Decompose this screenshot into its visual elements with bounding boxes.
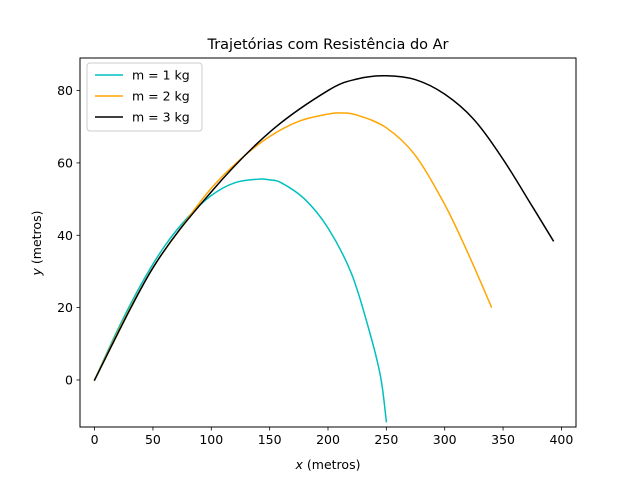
x-tick-label: 200 <box>316 432 340 447</box>
x-tick-label: 0 <box>91 432 99 447</box>
legend-label-1: m = 1 kg <box>132 68 190 83</box>
x-tick-label: 250 <box>374 432 398 447</box>
x-axis-variable: x <box>295 457 304 472</box>
y-tick-label: 60 <box>57 155 73 170</box>
y-axis-variable: y <box>29 267 44 276</box>
x-tick-label: 100 <box>199 432 223 447</box>
legend-items: m = 1 kg m = 2 kg m = 3 kg <box>95 68 190 125</box>
y-tick-label: 20 <box>57 300 73 315</box>
chart-title: Trajetórias com Resistência do Ar <box>206 37 448 53</box>
x-axis-ticks: 0 50 100 150 200 250 300 350 400 <box>91 427 573 447</box>
legend-label-2: m = 2 kg <box>132 89 190 104</box>
x-tick-label: 300 <box>433 432 457 447</box>
y-axis-ticks: 0 20 40 60 80 <box>57 83 80 387</box>
y-tick-label: 40 <box>57 228 73 243</box>
x-axis-label: x (metros) <box>295 457 361 472</box>
x-axis-unit: (metros) <box>303 457 361 472</box>
x-tick-label: 50 <box>145 432 161 447</box>
series-layer <box>93 74 555 423</box>
x-tick-label: 400 <box>549 432 573 447</box>
series-line-3 <box>93 74 555 381</box>
y-axis-unit: (metros) <box>29 211 44 269</box>
x-tick-label: 350 <box>491 432 515 447</box>
y-tick-label: 0 <box>65 372 73 387</box>
legend: m = 1 kg m = 2 kg m = 3 kg <box>86 62 203 132</box>
series-line-1 <box>93 178 388 423</box>
legend-box <box>86 62 203 132</box>
legend-label-3: m = 3 kg <box>132 110 190 125</box>
y-axis-label: y (metros) <box>29 211 44 277</box>
x-tick-label: 150 <box>258 432 282 447</box>
y-tick-label: 80 <box>57 83 73 98</box>
